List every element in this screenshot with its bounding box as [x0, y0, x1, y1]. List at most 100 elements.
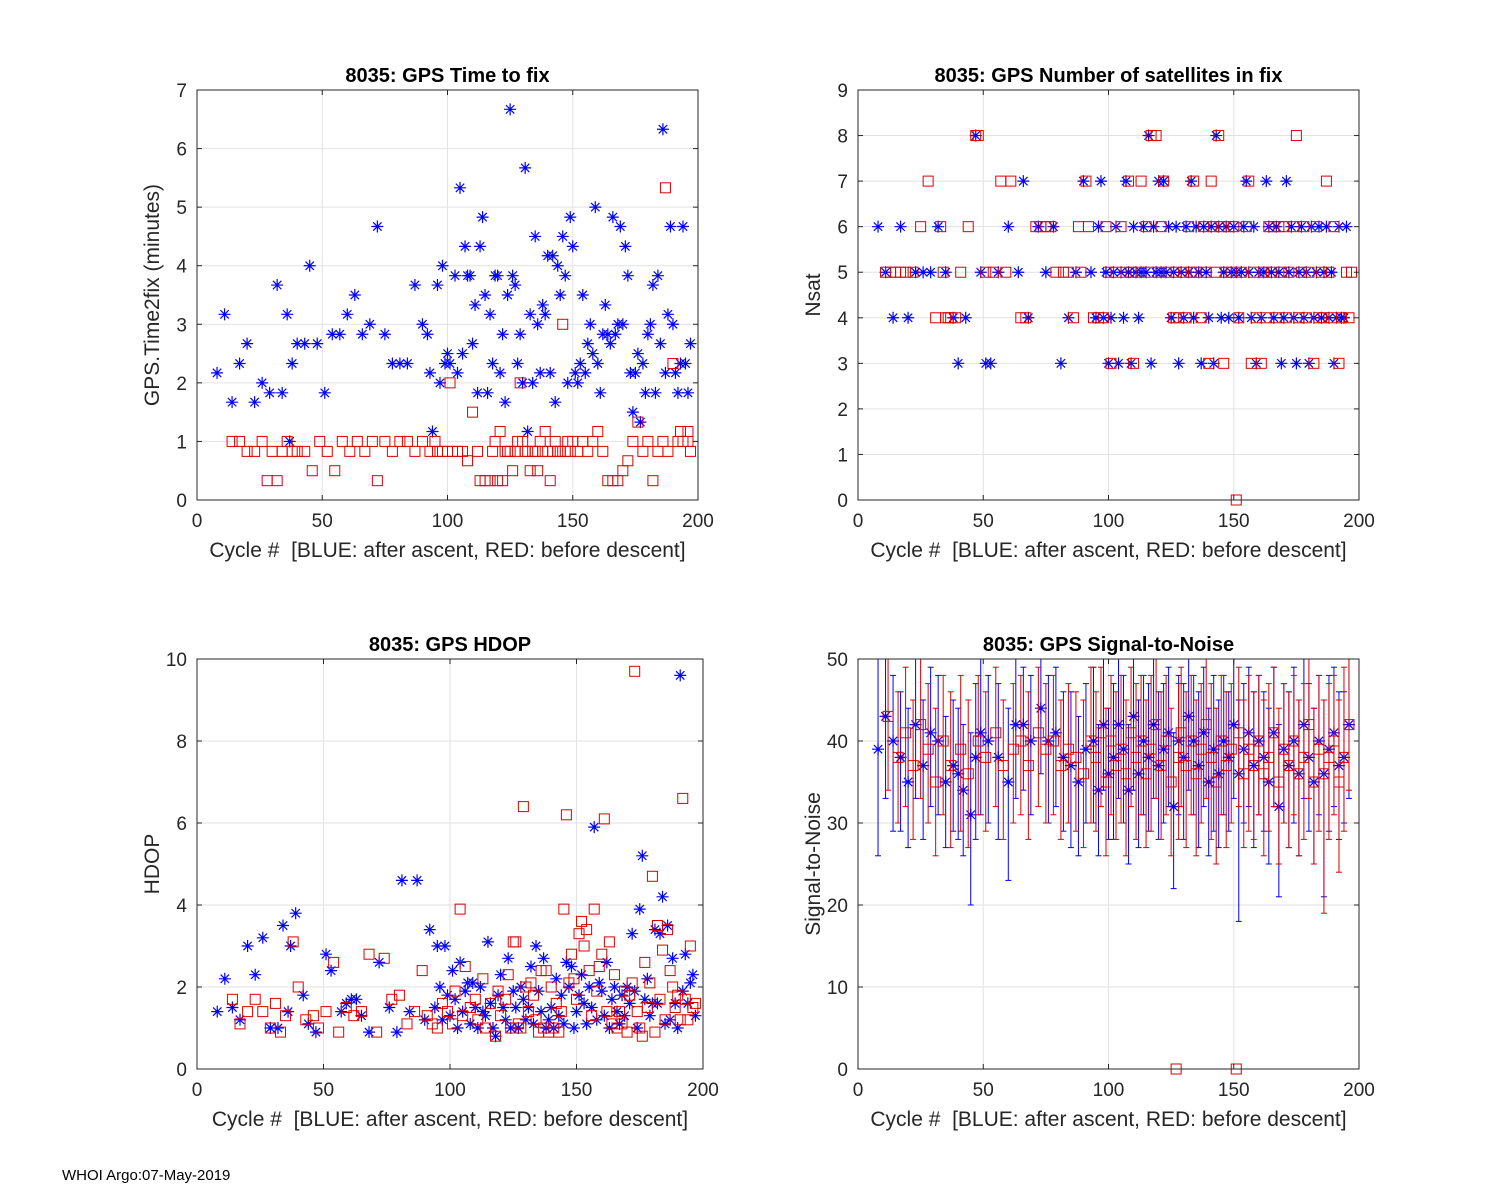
data-point-asterisk [1165, 311, 1178, 324]
data-point-asterisk [1277, 311, 1290, 324]
data-point-square [1333, 357, 1345, 369]
y-tick-label: 8 [837, 127, 848, 148]
data-point-square [930, 776, 942, 788]
data-point-square [659, 1014, 671, 1026]
data-point-asterisk [466, 337, 479, 350]
x-tick-label: 100 [434, 1080, 466, 1101]
data-point-asterisk [578, 997, 591, 1010]
data-point-asterisk [371, 220, 384, 233]
data-point-asterisk [957, 784, 970, 797]
data-point-square [621, 1026, 633, 1038]
data-point-square [1175, 727, 1187, 739]
data-point-square [249, 445, 261, 457]
data-point-square [915, 719, 927, 731]
data-point-square [1130, 751, 1142, 763]
data-point-asterisk [656, 123, 669, 136]
data-point-square [472, 1014, 484, 1026]
data-point-square [626, 977, 638, 989]
data-point-square [1007, 743, 1019, 755]
data-point-square [329, 465, 341, 477]
data-point-square [1005, 175, 1017, 187]
data-point-square [1082, 221, 1094, 233]
data-point-square [1203, 357, 1215, 369]
data-point-square [603, 936, 615, 948]
data-point-asterisk [438, 940, 451, 952]
data-point-asterisk [679, 948, 692, 961]
data-point-square [242, 1006, 254, 1018]
data-point-square [1080, 175, 1092, 187]
data-point-square [677, 792, 689, 804]
data-point-square [980, 266, 992, 278]
data-point-square [997, 760, 1009, 772]
data-point-asterisk [1217, 735, 1230, 747]
data-point-square [532, 465, 544, 477]
data-point-square [386, 445, 398, 457]
data-point-square [366, 435, 378, 447]
x-tick-label: 100 [1093, 1080, 1125, 1101]
data-point-asterisk [527, 1017, 540, 1030]
data-point-square [484, 475, 496, 487]
data-point-square [1225, 743, 1237, 755]
data-point-square [416, 435, 428, 447]
data-point-square [540, 965, 552, 977]
data-point-asterisk [1137, 735, 1150, 747]
data-point-square [1140, 768, 1152, 780]
data-point-asterisk [1140, 266, 1153, 279]
data-point-asterisk [436, 259, 449, 272]
data-point-square [1158, 175, 1170, 187]
data-point-square [328, 956, 340, 968]
data-point-asterisk [449, 993, 462, 1006]
data-point-asterisk [256, 931, 269, 944]
data-point-asterisk [669, 997, 682, 1010]
data-point-square [249, 993, 261, 1005]
data-point-asterisk [1212, 767, 1225, 780]
chart-gps-hdop: 0 50 100 150 200 0 2 4 6 8 10 8035: GPS HDOP Cycle #… [141, 634, 719, 1131]
data-point-asterisk [454, 181, 467, 194]
data-point-asterisk [1210, 129, 1223, 142]
data-point-square [1100, 776, 1112, 788]
data-point-asterisk [1167, 800, 1180, 813]
data-point-asterisk [318, 386, 331, 399]
data-point-square [1300, 312, 1312, 324]
y-tick-label: 5 [176, 198, 187, 219]
data-point-square [510, 936, 522, 948]
data-point-square [1190, 768, 1202, 780]
data-point-asterisk [1312, 220, 1325, 233]
data-point-square [1213, 130, 1225, 142]
data-point-square [907, 760, 919, 772]
data-point-asterisk [1122, 784, 1135, 797]
data-point-asterisk [348, 289, 361, 301]
y-axis-label: Nsat [802, 273, 825, 316]
data-point-asterisk [393, 357, 406, 370]
data-point-square [359, 445, 371, 457]
y-tick-label: 2 [176, 374, 187, 395]
data-point-square [622, 455, 634, 467]
data-point-square [1135, 175, 1147, 187]
data-point-square [1303, 719, 1315, 731]
data-point-square [1318, 312, 1330, 324]
data-point-asterisk [636, 849, 649, 862]
data-point-square [662, 445, 674, 457]
data-point-square [987, 266, 999, 278]
data-point-asterisk [1162, 220, 1175, 233]
data-point-square [1233, 312, 1245, 324]
data-point-asterisk [1182, 710, 1195, 723]
data-point-square [1268, 727, 1280, 739]
data-point-asterisk [423, 366, 436, 379]
data-point-square [1233, 727, 1245, 739]
data-point-asterisk [939, 266, 952, 279]
data-point-square [1253, 735, 1265, 747]
data-point-square [674, 1014, 686, 1026]
chart-gps-number-of-satellites: 0 50 100 150 200 0 1 2 3 4 5 6 7 8 9 8035: GPS Number o… [802, 65, 1375, 562]
data-point-asterisk [350, 993, 363, 1006]
data-point-square [1128, 357, 1140, 369]
x-axis-label: Cycle # [BLUE: after ascent, RED: before… [209, 539, 685, 562]
data-point-square [591, 985, 603, 997]
data-point-square [892, 751, 904, 763]
data-point-square [1215, 221, 1227, 233]
data-point-asterisk [408, 279, 421, 292]
data-point-asterisk [326, 328, 339, 341]
data-point-asterisk [555, 989, 568, 1002]
data-point-asterisk [459, 240, 472, 253]
data-point-asterisk [583, 981, 596, 993]
